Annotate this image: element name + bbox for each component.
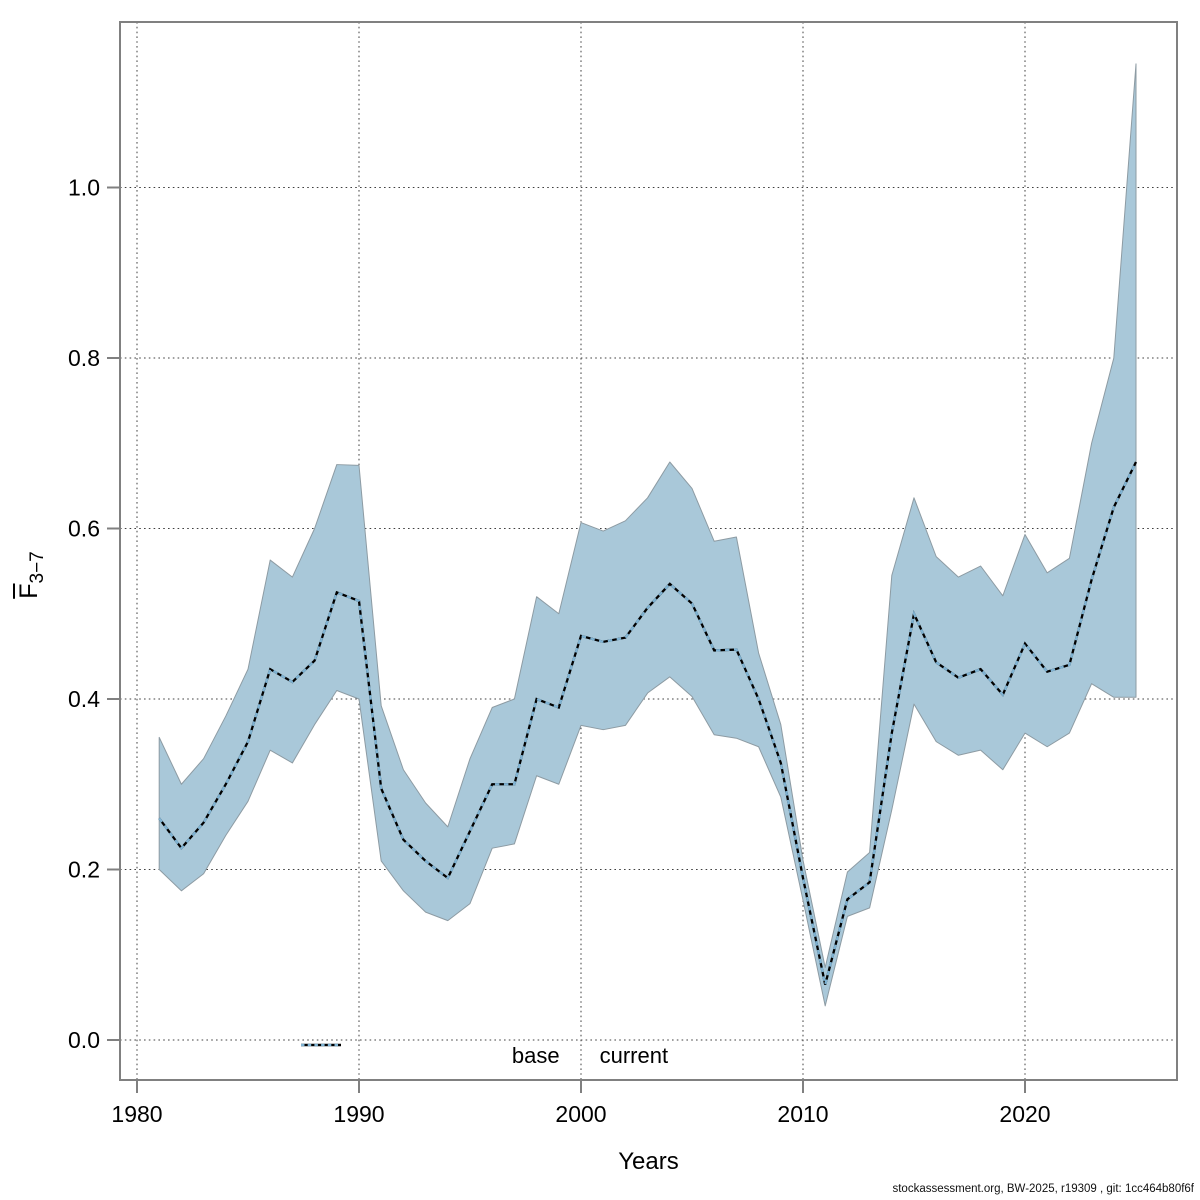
y-tick-label: 1.0 bbox=[68, 175, 100, 201]
legend-item-current: current bbox=[301, 1043, 669, 1069]
y-axis-label: F3−7 bbox=[15, 515, 49, 635]
legend-label-base: base bbox=[511, 1043, 560, 1068]
y-axis-label-letter: F bbox=[15, 583, 43, 599]
watermark-text: stockassessment.org, BW-2025, r19309 , g… bbox=[892, 1183, 1194, 1195]
x-tick-label: 2020 bbox=[999, 1101, 1050, 1127]
x-tick-label: 1980 bbox=[111, 1101, 162, 1127]
current-line-sample-icon bbox=[301, 1043, 341, 1047]
base-line-sample-icon bbox=[301, 1043, 341, 1047]
y-tick-label: 0.4 bbox=[68, 686, 100, 712]
y-axis-label-subscript: 3−7 bbox=[27, 551, 48, 584]
y-tick-label: 0.8 bbox=[68, 345, 100, 371]
plot-frame bbox=[119, 21, 1178, 1081]
x-tick-label: 1990 bbox=[333, 1101, 384, 1127]
x-tick-label: 2000 bbox=[555, 1101, 606, 1127]
x-tick-label: 2010 bbox=[777, 1101, 828, 1127]
y-tick-label: 0.6 bbox=[68, 516, 100, 542]
x-axis-label: Years bbox=[618, 1148, 679, 1175]
y-tick-label: 0.2 bbox=[68, 857, 100, 883]
current-line bbox=[158, 461, 1138, 985]
confidence-band bbox=[158, 63, 1137, 1007]
y-tick-label: 0.0 bbox=[68, 1027, 100, 1053]
legend: base current bbox=[300, 1042, 880, 1070]
legend-item-base: base bbox=[301, 1043, 560, 1069]
legend-label-current: current bbox=[599, 1043, 669, 1068]
